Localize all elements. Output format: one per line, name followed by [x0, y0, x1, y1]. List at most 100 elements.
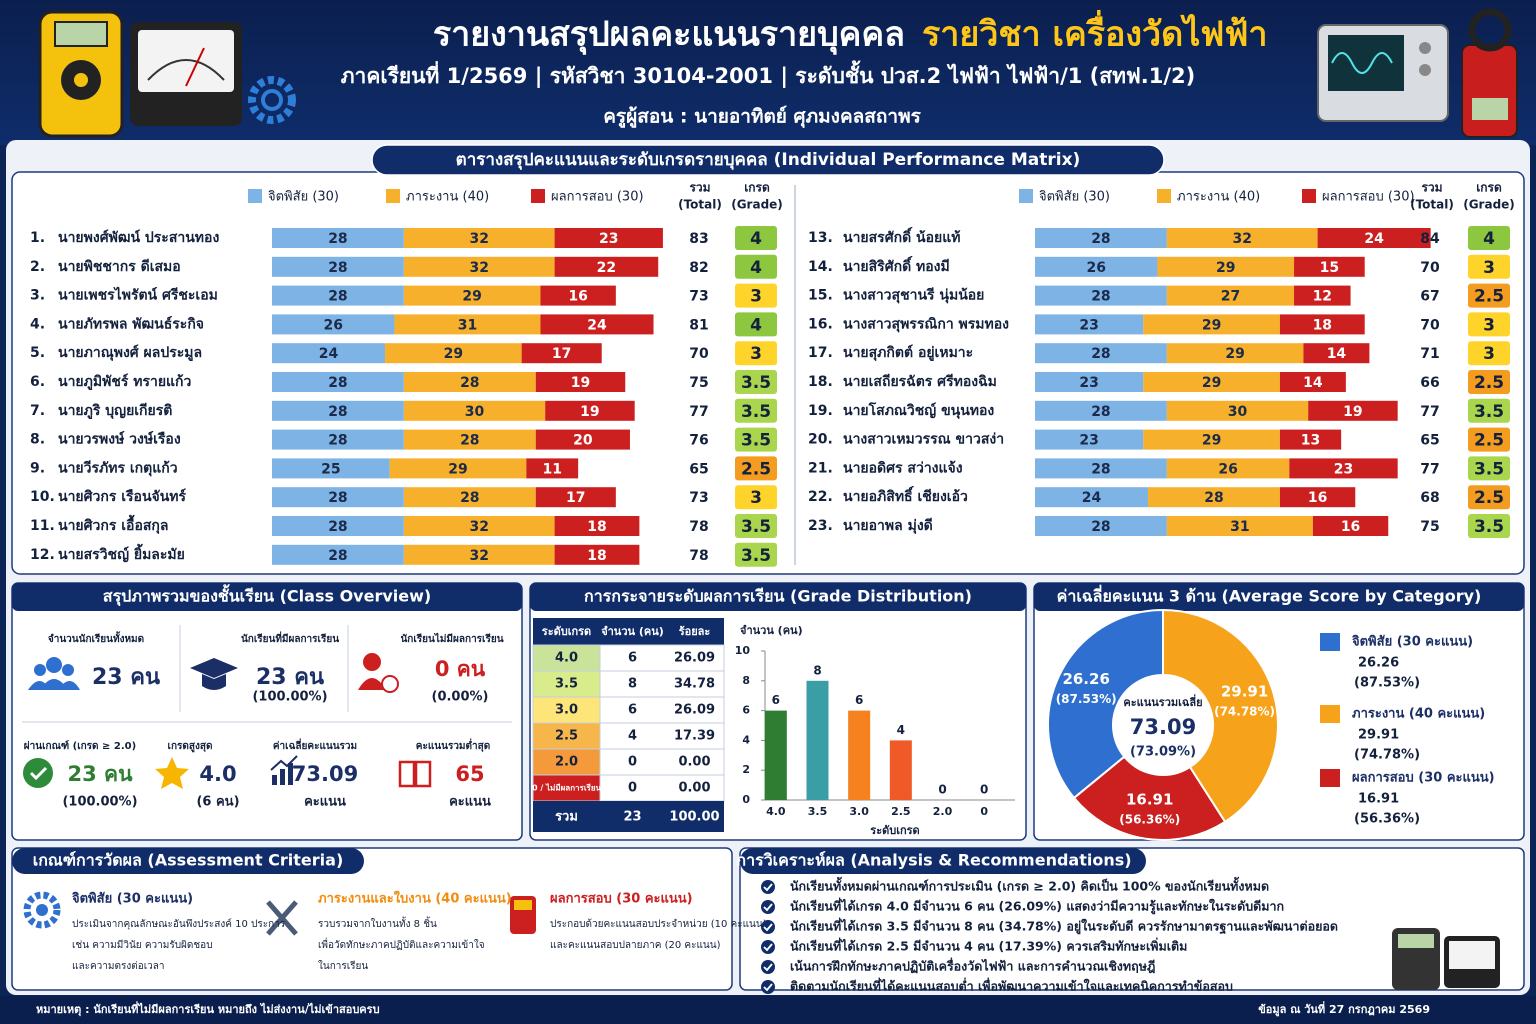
student-no: 17.	[808, 345, 833, 361]
legend-label: ภาระงาน (40 คะแนน)	[1352, 707, 1485, 722]
graduation-icon	[190, 658, 238, 690]
student-no: 12.	[30, 547, 55, 563]
table-row	[599, 722, 725, 750]
table-cell: 6	[628, 703, 637, 718]
score-segment	[1035, 516, 1167, 536]
student-no: 3.	[30, 288, 45, 304]
grade-badge	[735, 514, 777, 538]
student-name: นายอภิสิทธิ์ เชียงเอ้ว	[843, 485, 968, 505]
grade: 3.5	[741, 517, 771, 537]
segment-label: 24	[1364, 231, 1384, 247]
segment-label: 28	[328, 548, 347, 564]
segment-label: 20	[573, 433, 593, 449]
pie-slice	[1072, 755, 1227, 841]
grade: 2.5	[1474, 287, 1504, 307]
bar	[764, 710, 787, 800]
legend-label: ภาระงาน (40)	[406, 190, 489, 205]
criteria-text: ในการเรียน	[318, 960, 368, 972]
legend-pct: (87.53%)	[1354, 676, 1420, 691]
grade-badge	[1468, 312, 1510, 337]
check-mark	[763, 883, 773, 892]
grade: 3	[1483, 344, 1495, 364]
student-name: นายสรศักดิ์ น้อยแท้	[843, 226, 960, 246]
segment-label: 23	[1079, 375, 1098, 391]
score-segment	[545, 400, 635, 421]
score-segment	[1279, 487, 1356, 508]
y-tick-label: 4	[742, 733, 750, 746]
score-segment	[1148, 487, 1280, 508]
analysis-item: เน้นการฝึกทักษะภาคปฏิบัติเครื่องวัดไฟฟ้า…	[790, 958, 1155, 975]
score-segment	[1279, 429, 1342, 450]
section-title: การกระจายระดับผลการเรียน (Grade Distribu…	[584, 587, 972, 606]
grade: 2.5	[741, 459, 771, 479]
criteria-panel	[11, 847, 733, 991]
grade-badge	[735, 427, 777, 452]
student-no: 5.	[30, 345, 45, 361]
check-bullet	[761, 960, 775, 974]
legend-label: ผลการสอบ (30 คะแนน)	[1352, 771, 1495, 786]
y-tick-label: 2	[742, 763, 750, 776]
center-value: 73.09	[1130, 715, 1196, 739]
student-name: นายภัทรพล พัฒนธ์ระกิจ	[58, 315, 204, 332]
segment-label: 28	[1091, 289, 1110, 305]
score-segment	[1317, 228, 1431, 248]
score-segment	[540, 314, 654, 335]
slice-value: 16.91	[1126, 790, 1173, 808]
total: 78	[689, 519, 708, 535]
segment-label: 28	[1091, 404, 1110, 420]
legend-label: จิตพิสัย (30)	[1039, 190, 1110, 205]
section-title: การวิเคราะห์ผล (Analysis & Recommendatio…	[736, 851, 1131, 870]
score-segment	[1294, 285, 1351, 306]
title-subject: รายวิชา เครื่องวัดไฟฟ้า	[922, 10, 1268, 55]
grade: 3.5	[741, 373, 771, 393]
slice-value: 26.26	[1062, 670, 1109, 688]
legend-value: 29.91	[1358, 728, 1399, 743]
legend-label: ผลการสอบ (30)	[1322, 190, 1415, 205]
segment-label: 13	[1301, 433, 1320, 449]
no-result-icon	[358, 653, 399, 693]
score-segment	[272, 544, 404, 565]
score-segment	[1143, 429, 1280, 450]
segment-label: 27	[1221, 289, 1240, 305]
score-segment	[403, 544, 555, 565]
segment-label: 16	[1341, 519, 1360, 535]
score-segment	[1279, 314, 1365, 335]
score-segment	[403, 516, 555, 536]
grade: 2.5	[1474, 488, 1504, 508]
student-no: 22.	[808, 489, 833, 505]
check-icon	[23, 758, 53, 788]
table-cell: 0	[628, 781, 637, 796]
student-no: 21.	[808, 460, 833, 476]
criteria-text: ประเมินจากคุณลักษณะอันพึงประสงค์ 10 ประก…	[72, 918, 286, 930]
bar-value: 4	[897, 723, 905, 737]
segment-label: 29	[1202, 433, 1221, 449]
check-bullet	[761, 900, 775, 914]
legend-label: ผลการสอบ (30)	[551, 190, 644, 205]
stat-label: เกรดสูงสุด	[168, 741, 213, 753]
grade: 4	[1483, 229, 1495, 249]
table-cell: 34.78	[674, 677, 715, 692]
stat-value: 4.0	[199, 762, 236, 786]
segment-label: 18	[587, 519, 606, 535]
check-bullet	[761, 980, 775, 994]
stat-value: 73.09	[292, 762, 358, 786]
check-bullet	[761, 920, 775, 934]
bar-value: 0	[938, 783, 946, 797]
grade-badge	[1468, 398, 1510, 423]
table-cell: 2.5	[555, 729, 578, 744]
stat-label: คะแนนรวมต่ำสุด	[416, 738, 490, 752]
score-segment	[1312, 516, 1389, 536]
student-no: 1.	[30, 230, 45, 246]
segment-label: 24	[319, 346, 339, 362]
clamp-meter-icon	[1461, 8, 1518, 138]
segment-label: 28	[1091, 519, 1110, 535]
analysis-title-pill	[740, 848, 1146, 874]
student-no: 15.	[808, 288, 833, 304]
criteria-gear-icon	[23, 891, 61, 929]
grade-title-bar	[530, 583, 1026, 611]
student-name: นายสรวิชญ์ ยิ้มละมัย	[58, 543, 185, 563]
total: 71	[1420, 346, 1439, 362]
student-name: นายวีรภัทร เกตุแก้ว	[58, 460, 178, 476]
segment-label: 28	[460, 433, 479, 449]
